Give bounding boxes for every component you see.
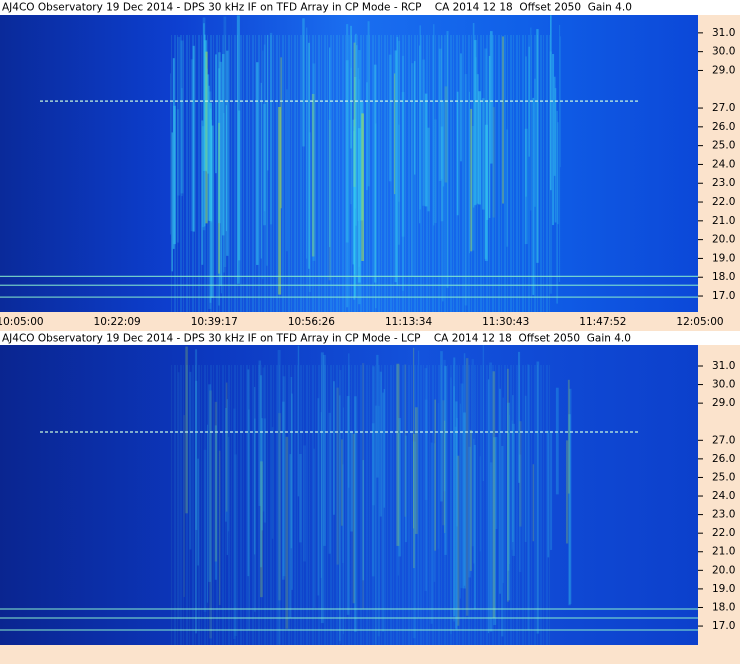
axis-strip [698, 15, 740, 312]
emission-streak [565, 440, 569, 544]
emission-streak [550, 430, 553, 550]
emission-streak [555, 387, 559, 495]
x-tick-label: 12:05:00 [676, 316, 723, 328]
header-bar [0, 331, 740, 345]
x-tick-label: 11:47:52 [579, 316, 626, 328]
y-tick-label: 29.0 [712, 64, 735, 76]
y-tick-label: 22.0 [712, 527, 735, 539]
y-tick-label: 23.0 [712, 177, 735, 189]
y-tick-label: 24.0 [712, 490, 735, 502]
y-tick-label: 29.0 [712, 397, 735, 409]
panel-title: AJ4CO Observatory 19 Dec 2014 - DPS 30 k… [2, 333, 631, 345]
y-tick-label: 31.0 [712, 360, 735, 372]
y-tick-label: 27.0 [712, 102, 735, 114]
y-tick-label: 25.0 [712, 140, 735, 152]
panel-title: AJ4CO Observatory 19 Dec 2014 - DPS 30 k… [2, 2, 632, 14]
y-tick-label: 19.0 [712, 583, 735, 595]
emission-band [170, 35, 550, 312]
emission-streak [554, 88, 557, 223]
emission-streak [567, 379, 570, 494]
emission-streak [549, 15, 552, 191]
y-tick-label: 19.0 [712, 252, 735, 264]
emission-band [170, 365, 550, 645]
y-tick-label: 30.0 [712, 46, 735, 58]
emission-streak [552, 53, 555, 226]
y-tick-label: 21.0 [712, 215, 735, 227]
emission-streak [557, 122, 559, 225]
y-tick-label: 27.0 [712, 434, 735, 446]
emission-streak [568, 414, 571, 606]
emission-streak [569, 388, 572, 604]
y-tick-label: 18.0 [712, 601, 735, 613]
x-tick-label: 10:22:09 [94, 316, 141, 328]
y-tick-label: 31.0 [712, 27, 735, 39]
y-tick-label: 18.0 [712, 271, 735, 283]
emission-streak [553, 76, 556, 176]
y-tick-label: 25.0 [712, 471, 735, 483]
emission-streak [556, 110, 558, 304]
y-tick-label: 20.0 [712, 234, 735, 246]
axis-strip [698, 345, 740, 645]
y-tick-label: 20.0 [712, 564, 735, 576]
y-tick-label: 21.0 [712, 546, 735, 558]
y-tick-label: 22.0 [712, 196, 735, 208]
y-tick-label: 17.0 [712, 290, 735, 302]
emission-streak [558, 24, 561, 283]
y-tick-label: 26.0 [712, 121, 735, 133]
y-tick-label: 30.0 [712, 379, 735, 391]
x-tick-label: 10:05:00 [0, 316, 44, 328]
y-tick-label: 17.0 [712, 620, 735, 632]
x-tick-label: 11:13:34 [385, 316, 432, 328]
y-tick-label: 24.0 [712, 158, 735, 170]
y-tick-label: 26.0 [712, 453, 735, 465]
x-tick-label: 10:56:26 [288, 316, 335, 328]
x-tick-label: 10:39:17 [191, 316, 238, 328]
y-tick-label: 23.0 [712, 509, 735, 521]
header-bar [0, 0, 740, 15]
x-tick-label: 11:30:43 [482, 316, 529, 328]
